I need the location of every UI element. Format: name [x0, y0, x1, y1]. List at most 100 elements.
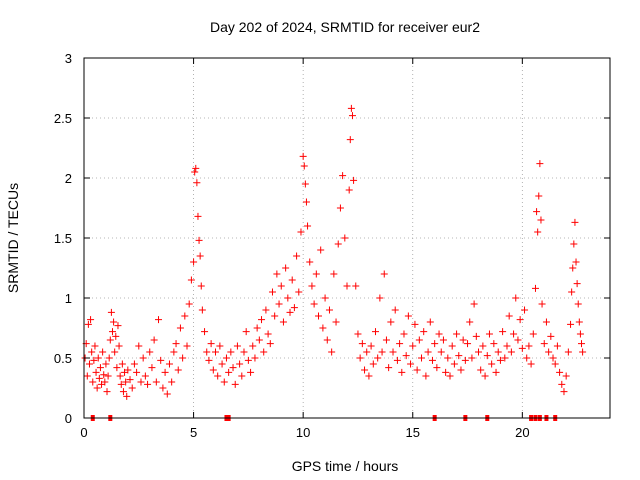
data-point — [424, 348, 432, 356]
data-point — [95, 374, 103, 382]
data-point — [345, 186, 353, 194]
data-point — [236, 360, 244, 368]
data-point — [352, 282, 360, 290]
data-point — [382, 336, 390, 344]
data-point — [376, 294, 384, 302]
data-point — [457, 366, 465, 374]
y-axis-label: SRMTID / TECUs — [5, 183, 21, 293]
data-point — [499, 328, 507, 336]
data-point — [118, 360, 126, 368]
data-point — [485, 330, 493, 338]
data-point — [306, 258, 314, 266]
data-point — [398, 368, 406, 376]
data-point — [475, 348, 482, 356]
data-point — [533, 208, 541, 216]
data-point — [319, 324, 327, 332]
data-point — [174, 366, 182, 374]
data-point — [503, 342, 511, 350]
data-point — [207, 340, 215, 348]
data-point — [527, 360, 535, 368]
y-tick-label: 2.5 — [54, 111, 72, 126]
data-point — [83, 372, 91, 380]
data-point — [116, 372, 124, 380]
data-point — [170, 348, 178, 356]
data-point — [315, 312, 323, 320]
data-point — [218, 360, 226, 368]
data-point — [197, 282, 205, 290]
data-point — [404, 312, 412, 320]
data-point — [453, 330, 461, 338]
data-point — [196, 252, 204, 260]
data-point — [300, 162, 308, 170]
data-point — [411, 320, 419, 328]
data-point — [264, 330, 272, 338]
data-point — [295, 288, 303, 296]
data-point — [442, 368, 450, 376]
data-point — [124, 366, 132, 374]
data-point — [435, 330, 443, 338]
data-point — [576, 330, 584, 338]
data-point — [549, 354, 557, 362]
data-point — [529, 330, 537, 338]
data-point — [371, 328, 379, 336]
data-point — [187, 276, 195, 284]
data-point — [328, 348, 336, 356]
data-point — [247, 368, 255, 376]
data-point — [301, 180, 309, 188]
data-point — [157, 356, 165, 364]
data-point — [88, 348, 96, 356]
data-point — [94, 354, 102, 362]
data-point — [198, 306, 206, 314]
x-tick-label: 0 — [80, 425, 87, 440]
data-point — [179, 354, 187, 362]
data-point — [260, 348, 268, 356]
data-point — [290, 304, 298, 312]
data-point — [446, 372, 454, 380]
data-point — [190, 258, 198, 266]
data-point — [89, 378, 97, 386]
data-point — [343, 282, 351, 290]
data-point — [205, 356, 213, 364]
data-point — [183, 342, 191, 350]
data-point — [302, 198, 310, 206]
data-point — [101, 378, 109, 386]
data-point — [161, 368, 169, 376]
data-point — [415, 336, 423, 344]
data-point — [222, 354, 230, 362]
data-point — [321, 294, 329, 302]
data-point — [271, 312, 279, 320]
data-point — [562, 372, 570, 380]
data-point — [111, 348, 119, 356]
data-point — [378, 348, 386, 356]
data-point — [225, 368, 233, 376]
data-point — [422, 372, 430, 380]
data-point — [389, 348, 397, 356]
data-point — [293, 252, 301, 260]
data-point — [93, 384, 101, 392]
data-point — [229, 364, 237, 372]
data-point — [172, 340, 180, 348]
data-point — [279, 318, 287, 326]
data-point — [104, 372, 112, 380]
data-point — [356, 354, 364, 362]
data-point — [540, 340, 548, 348]
data-point — [117, 380, 125, 388]
data-point — [459, 336, 467, 344]
data-point — [323, 336, 331, 344]
data-point — [332, 318, 340, 326]
data-point — [87, 316, 95, 324]
data-point — [450, 360, 458, 368]
data-point — [282, 264, 290, 272]
y-tick-label: 1.5 — [54, 231, 72, 246]
data-point — [203, 348, 211, 356]
y-tick-label: 1 — [65, 291, 72, 306]
data-point — [128, 384, 136, 392]
data-point — [112, 332, 120, 340]
data-point — [251, 354, 259, 362]
data-point — [159, 384, 167, 392]
data-point — [216, 342, 224, 350]
data-point — [461, 356, 469, 364]
data-point — [490, 340, 498, 348]
data-point — [348, 112, 356, 120]
data-point — [346, 136, 354, 144]
